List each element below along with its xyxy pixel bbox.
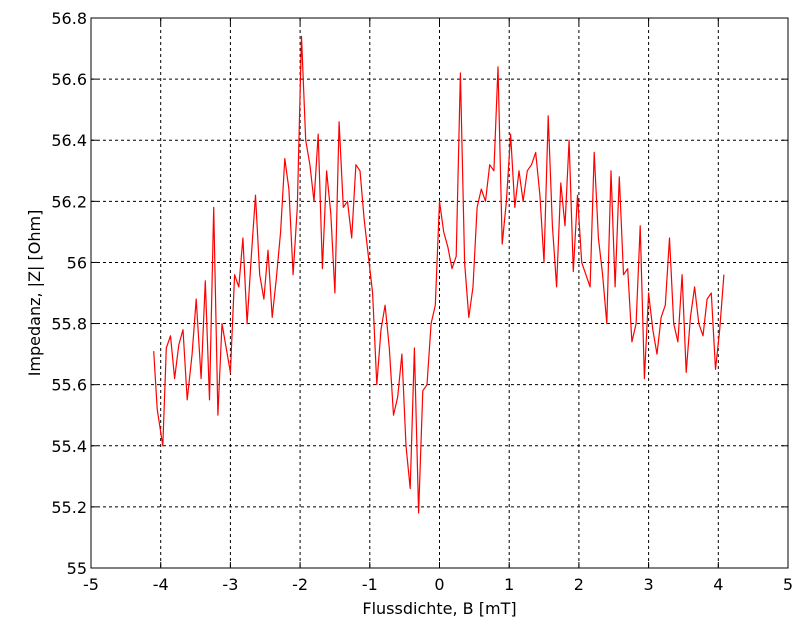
y-tick-labels: 55 55.2 55.4 55.6 55.8 56 56.2 56.4 56.6 56.8	[51, 9, 87, 578]
y-tick-label: 56.4	[51, 131, 87, 150]
x-axis-label: Flussdichte, B [mT]	[362, 599, 516, 618]
y-axis-label: Impedanz, |Z| [Ohm]	[25, 210, 44, 377]
grid-lines	[91, 18, 788, 568]
y-tick-label: 56.8	[51, 9, 87, 28]
x-tick-label: 5	[783, 575, 793, 594]
y-tick-label: 56	[67, 253, 87, 272]
x-tick-label: -3	[222, 575, 238, 594]
x-tick-label: 3	[644, 575, 654, 594]
x-tick-label: -2	[292, 575, 308, 594]
y-tick-label: 56.2	[51, 192, 87, 211]
x-tick-label: -5	[83, 575, 99, 594]
x-tick-label: 2	[574, 575, 584, 594]
x-tick-label: 0	[434, 575, 444, 594]
y-tick-label: 55.6	[51, 376, 87, 395]
y-tick-label: 56.6	[51, 70, 87, 89]
y-tick-label: 55.4	[51, 437, 87, 456]
ticks	[90, 17, 789, 569]
x-tick-label: 4	[713, 575, 723, 594]
y-tick-label: 55.2	[51, 498, 87, 517]
x-tick-label: -4	[153, 575, 169, 594]
x-tick-label: -1	[362, 575, 378, 594]
y-tick-label: 55	[67, 559, 87, 578]
x-tick-labels: -5 -4 -3 -2 -1 0 1 2 3 4 5	[83, 575, 793, 594]
series-group	[153, 35, 725, 514]
series-line-0	[153, 35, 725, 514]
y-tick-label: 55.8	[51, 315, 87, 334]
x-tick-label: 1	[504, 575, 514, 594]
